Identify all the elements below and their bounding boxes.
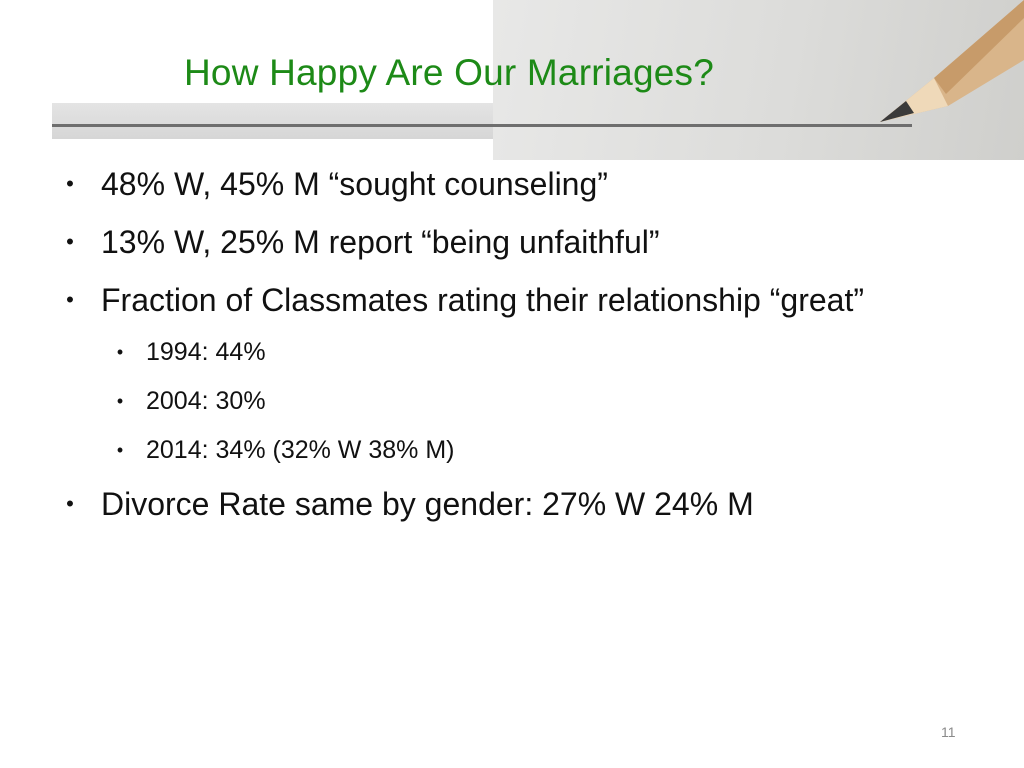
bullet-item: • Fraction of Classmates rating their re… xyxy=(60,281,990,319)
bullet-marker: • xyxy=(116,440,124,460)
bullet-text: 48% W, 45% M “sought counseling” xyxy=(101,166,608,202)
header-rule xyxy=(52,124,912,127)
bullet-marker: • xyxy=(66,287,74,312)
bullet-marker: • xyxy=(66,171,74,196)
bullet-text: Divorce Rate same by gender: 27% W 24% M xyxy=(101,486,754,522)
bullet-item: • 48% W, 45% M “sought counseling” xyxy=(60,165,990,203)
pencil-icon xyxy=(880,0,1024,122)
slide-title: How Happy Are Our Marriages? xyxy=(184,52,714,93)
bullet-list: • 48% W, 45% M “sought counseling” • 13%… xyxy=(60,165,990,543)
header-band xyxy=(52,103,493,139)
bullet-item: • Divorce Rate same by gender: 27% W 24%… xyxy=(60,485,990,523)
sub-bullet-text: 1994: 44% xyxy=(146,338,266,366)
sub-bullet-item: • 1994: 44% xyxy=(60,337,990,367)
bullet-marker: • xyxy=(66,229,74,254)
sub-bullet-item: • 2004: 30% xyxy=(60,386,990,416)
bullet-marker: • xyxy=(116,342,124,362)
bullet-item: • 13% W, 25% M report “being unfaithful” xyxy=(60,223,990,261)
sub-bullet-text: 2004: 30% xyxy=(146,387,266,415)
bullet-marker: • xyxy=(66,491,74,516)
slide-number: 11 xyxy=(941,724,956,740)
bullet-marker: • xyxy=(116,391,124,411)
bullet-text: 13% W, 25% M report “being unfaithful” xyxy=(101,224,660,260)
sub-bullet-text: 2014: 34% (32% W 38% M) xyxy=(146,436,455,464)
sub-bullet-item: • 2014: 34% (32% W 38% M) xyxy=(60,435,990,465)
bullet-text: Fraction of Classmates rating their rela… xyxy=(101,282,864,318)
